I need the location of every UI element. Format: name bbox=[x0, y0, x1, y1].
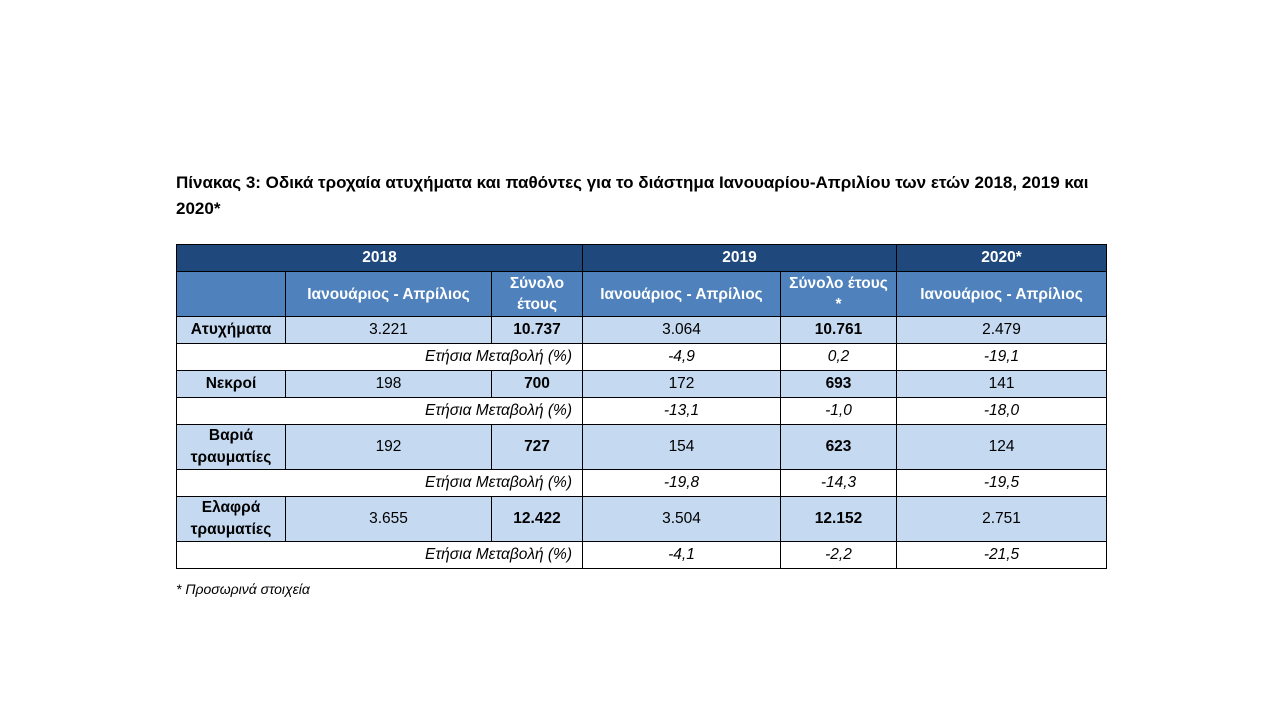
cell-jan-apr-2020: 124 bbox=[896, 424, 1108, 470]
col-header-jan-apr-2018: Ιανουάριος - Απρίλιος bbox=[285, 271, 492, 317]
cell-jan-apr-2018: 198 bbox=[285, 370, 492, 398]
table-row-change-minor-injuries: Ετήσια Μεταβολή (%) -4,1 -2,2 -21,5 bbox=[176, 541, 1108, 569]
table-row-deaths: Νεκροί 198 700 172 693 141 bbox=[176, 370, 1108, 398]
cell-jan-apr-2019: 3.064 bbox=[582, 316, 781, 344]
change-label: Ετήσια Μεταβολή (%) bbox=[176, 541, 583, 569]
table-title: Πίνακας 3: Οδικά τροχαία ατυχήματα και π… bbox=[176, 173, 1089, 218]
cell-jan-apr-2020: 2.479 bbox=[896, 316, 1108, 344]
cell-total-2018: 12.422 bbox=[491, 496, 583, 542]
cell-change-total-2019: -14,3 bbox=[779, 469, 898, 497]
cell-total-2019: 10.761 bbox=[779, 316, 898, 344]
accident-statistics-table: 2018 2019 2020* Ιανουάριος - Απρίλιος Σύ… bbox=[176, 244, 1108, 569]
year-header-row: 2018 2019 2020* bbox=[176, 244, 1108, 272]
cell-jan-apr-2019: 154 bbox=[582, 424, 781, 470]
cell-jan-apr-2020: 2.751 bbox=[896, 496, 1108, 542]
year-header-2019: 2019 bbox=[581, 244, 898, 272]
change-label: Ετήσια Μεταβολή (%) bbox=[176, 469, 583, 497]
empty-header-cell bbox=[176, 271, 286, 317]
row-label: Βαριά τραυματίες bbox=[176, 424, 286, 470]
col-header-jan-apr-2020: Ιανουάριος - Απρίλιος bbox=[896, 271, 1108, 317]
cell-change-2020: -18,0 bbox=[896, 397, 1108, 425]
cell-change-2020: -21,5 bbox=[896, 541, 1108, 569]
cell-total-2018: 727 bbox=[491, 424, 583, 470]
cell-jan-apr-2018: 192 bbox=[285, 424, 492, 470]
cell-change-total-2019: 0,2 bbox=[779, 343, 898, 371]
cell-change-total-2019: -2,2 bbox=[779, 541, 898, 569]
cell-total-2019: 693 bbox=[779, 370, 898, 398]
cell-change-total-2019: -1,0 bbox=[779, 397, 898, 425]
cell-total-2019: 12.152 bbox=[779, 496, 898, 542]
cell-total-2019: 623 bbox=[779, 424, 898, 470]
col-header-total-2018: Σύνολο έτους bbox=[491, 271, 583, 317]
cell-change-2019: -13,1 bbox=[582, 397, 781, 425]
table-row-change-deaths: Ετήσια Μεταβολή (%) -13,1 -1,0 -18,0 bbox=[176, 397, 1108, 425]
year-header-2018: 2018 bbox=[176, 244, 583, 272]
sub-header-row: Ιανουάριος - Απρίλιος Σύνολο έτους Ιανου… bbox=[176, 271, 1108, 317]
cell-jan-apr-2019: 172 bbox=[582, 370, 781, 398]
year-header-2020: 2020* bbox=[896, 244, 1108, 272]
col-header-total-2019: Σύνολο έτους * bbox=[779, 271, 898, 317]
cell-jan-apr-2018: 3.221 bbox=[285, 316, 492, 344]
cell-jan-apr-2018: 3.655 bbox=[285, 496, 492, 542]
row-label: Ατυχήματα bbox=[176, 316, 286, 344]
cell-total-2018: 700 bbox=[491, 370, 583, 398]
table-row-serious-injuries: Βαριά τραυματίες 192 727 154 623 124 bbox=[176, 424, 1108, 470]
table-row-change-serious-injuries: Ετήσια Μεταβολή (%) -19,8 -14,3 -19,5 bbox=[176, 469, 1108, 497]
row-label: Ελαφρά τραυματίες bbox=[176, 496, 286, 542]
change-label: Ετήσια Μεταβολή (%) bbox=[176, 397, 583, 425]
row-label: Νεκροί bbox=[176, 370, 286, 398]
change-label: Ετήσια Μεταβολή (%) bbox=[176, 343, 583, 371]
table-row-accidents: Ατυχήματα 3.221 10.737 3.064 10.761 2.47… bbox=[176, 316, 1108, 344]
cell-change-2020: -19,1 bbox=[896, 343, 1108, 371]
cell-change-2019: -4,1 bbox=[582, 541, 781, 569]
col-header-jan-apr-2019: Ιανουάριος - Απρίλιος bbox=[582, 271, 781, 317]
table-row-minor-injuries: Ελαφρά τραυματίες 3.655 12.422 3.504 12.… bbox=[176, 496, 1108, 542]
cell-jan-apr-2020: 141 bbox=[896, 370, 1108, 398]
cell-total-2018: 10.737 bbox=[491, 316, 583, 344]
table-row-change-accidents: Ετήσια Μεταβολή (%) -4,9 0,2 -19,1 bbox=[176, 343, 1108, 371]
cell-change-2020: -19,5 bbox=[896, 469, 1108, 497]
cell-change-2019: -19,8 bbox=[582, 469, 781, 497]
cell-jan-apr-2019: 3.504 bbox=[582, 496, 781, 542]
footnote: * Προσωρινά στοιχεία bbox=[176, 581, 310, 597]
cell-change-2019: -4,9 bbox=[582, 343, 781, 371]
